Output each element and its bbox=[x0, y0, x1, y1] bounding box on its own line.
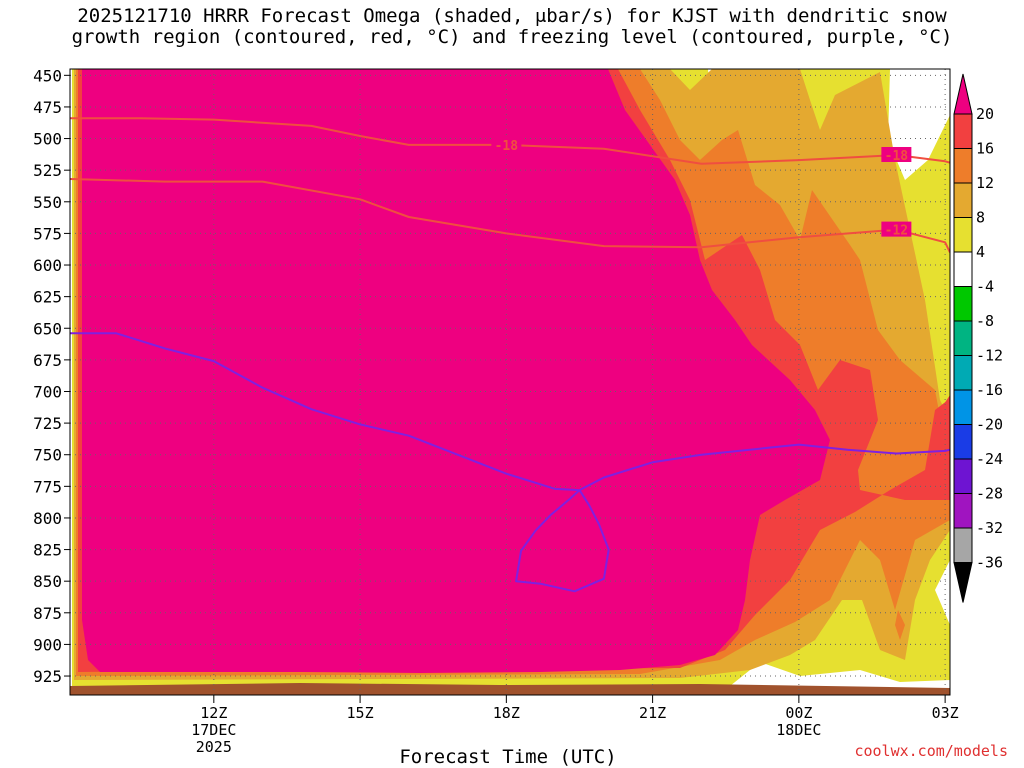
y-tick-label: 925 bbox=[33, 667, 62, 686]
contour-label: -18 bbox=[885, 149, 909, 164]
colorbar-segment bbox=[953, 320, 973, 356]
x-axis-title: Forecast Time (UTC) bbox=[399, 746, 617, 768]
y-tick-label: 700 bbox=[33, 382, 62, 401]
colorbar-bottom-triangle bbox=[953, 562, 973, 603]
colorbar-label: -20 bbox=[976, 416, 1003, 434]
y-tick-label: 525 bbox=[33, 161, 62, 180]
y-tick-label: 775 bbox=[33, 477, 62, 496]
colorbar-label: 20 bbox=[976, 105, 994, 123]
colorbar-label: 8 bbox=[976, 209, 985, 227]
colorbar-label: -4 bbox=[976, 278, 994, 296]
colorbar-label: -36 bbox=[976, 554, 1003, 572]
y-tick-label: 500 bbox=[33, 130, 62, 149]
y-tick-label: 900 bbox=[33, 635, 62, 654]
colorbar-segment bbox=[953, 251, 973, 287]
colorbar-label: 16 bbox=[976, 140, 994, 158]
white-gap-bottom bbox=[730, 662, 950, 686]
y-tick-label: 575 bbox=[33, 224, 62, 243]
y-tick-label: 850 bbox=[33, 572, 62, 591]
colorbar-label: 4 bbox=[976, 243, 985, 261]
omega-shade-above-20 bbox=[82, 69, 830, 673]
contour-label-bg bbox=[881, 146, 912, 162]
contour-label-bg bbox=[881, 221, 912, 237]
colorbar-segment bbox=[953, 389, 973, 425]
colorbar-segment bbox=[953, 286, 973, 322]
contours: -18 -18 -12 bbox=[70, 117, 950, 593]
contour-label-bg bbox=[491, 136, 522, 152]
colorbar-segment bbox=[953, 182, 973, 218]
y-tick-label: 750 bbox=[33, 446, 62, 465]
x-tick-label: 18DEC bbox=[776, 721, 821, 739]
y-tick-label: 600 bbox=[33, 256, 62, 275]
y-tick-label: 675 bbox=[33, 351, 62, 370]
colorbar-segment bbox=[953, 527, 973, 563]
y-tick-label: 550 bbox=[33, 193, 62, 212]
orange-spot-lower bbox=[895, 610, 905, 640]
colorbar-label: -28 bbox=[976, 485, 1003, 503]
x-tick-label: 00Z bbox=[785, 704, 812, 722]
y-tick-label: 475 bbox=[33, 98, 62, 117]
contour-line bbox=[70, 332, 950, 492]
colorbar-segment bbox=[953, 148, 973, 184]
contour-label: -18 bbox=[495, 139, 519, 154]
ground bbox=[70, 683, 950, 695]
x-tick-label: 18Z bbox=[493, 704, 520, 722]
red-spot-right bbox=[936, 395, 950, 455]
colorbar-label: -8 bbox=[976, 312, 994, 330]
y-tick-label: 725 bbox=[33, 414, 62, 433]
colorbar: 20 16 12 8 4 -4 -8 -12 -16 -20 -24 -28 -32 -36 bbox=[953, 73, 1003, 603]
y-tick-label: 825 bbox=[33, 541, 62, 560]
colorbar-label: -24 bbox=[976, 450, 1003, 468]
colorbar-label: -32 bbox=[976, 519, 1003, 537]
credit-link[interactable]: coolwx.com/models bbox=[854, 742, 1008, 760]
colorbar-segment bbox=[953, 493, 973, 529]
y-tick-label: 800 bbox=[33, 509, 62, 528]
title-line-2: growth region (contoured, red, °C) and f… bbox=[71, 26, 953, 48]
colorbar-label: 12 bbox=[976, 174, 994, 192]
colorbar-label: -16 bbox=[976, 381, 1003, 399]
colorbar-segment bbox=[953, 113, 973, 149]
title-line-1: 2025121710 HRRR Forecast Omega (shaded, … bbox=[77, 5, 947, 27]
colorbar-segment bbox=[953, 424, 973, 460]
colorbar-segment bbox=[953, 217, 973, 253]
colorbar-segment bbox=[953, 458, 973, 494]
white-gap-lower-right bbox=[935, 560, 950, 625]
x-tick-label: 2025 bbox=[196, 738, 232, 756]
x-tick-label: 03Z bbox=[932, 704, 959, 722]
contour-line bbox=[515, 489, 610, 593]
plot-area: -18 -18 -12 bbox=[70, 69, 950, 695]
y-tick-label: 450 bbox=[33, 66, 62, 85]
x-tick-label: 15Z bbox=[347, 704, 374, 722]
x-tick-label: 12Z bbox=[200, 704, 227, 722]
contour-label: -12 bbox=[885, 224, 908, 239]
colorbar-segment bbox=[953, 355, 973, 391]
y-tick-label: 625 bbox=[33, 288, 62, 307]
x-tick-label: 21Z bbox=[639, 704, 666, 722]
y-tick-label: 650 bbox=[33, 319, 62, 338]
x-tick-label: 17DEC bbox=[191, 721, 236, 739]
colorbar-top-triangle bbox=[953, 73, 973, 115]
y-tick-label: 875 bbox=[33, 604, 62, 623]
plot-frame bbox=[69, 68, 951, 696]
grid bbox=[70, 69, 950, 695]
colorbar-label: -12 bbox=[976, 347, 1003, 365]
chart-title: 2025121710 HRRR Forecast Omega (shaded, … bbox=[0, 6, 1024, 48]
y-axis: 450 475 500 525 550 575 600 625 650 675 700 725 750 7… bbox=[33, 66, 70, 686]
